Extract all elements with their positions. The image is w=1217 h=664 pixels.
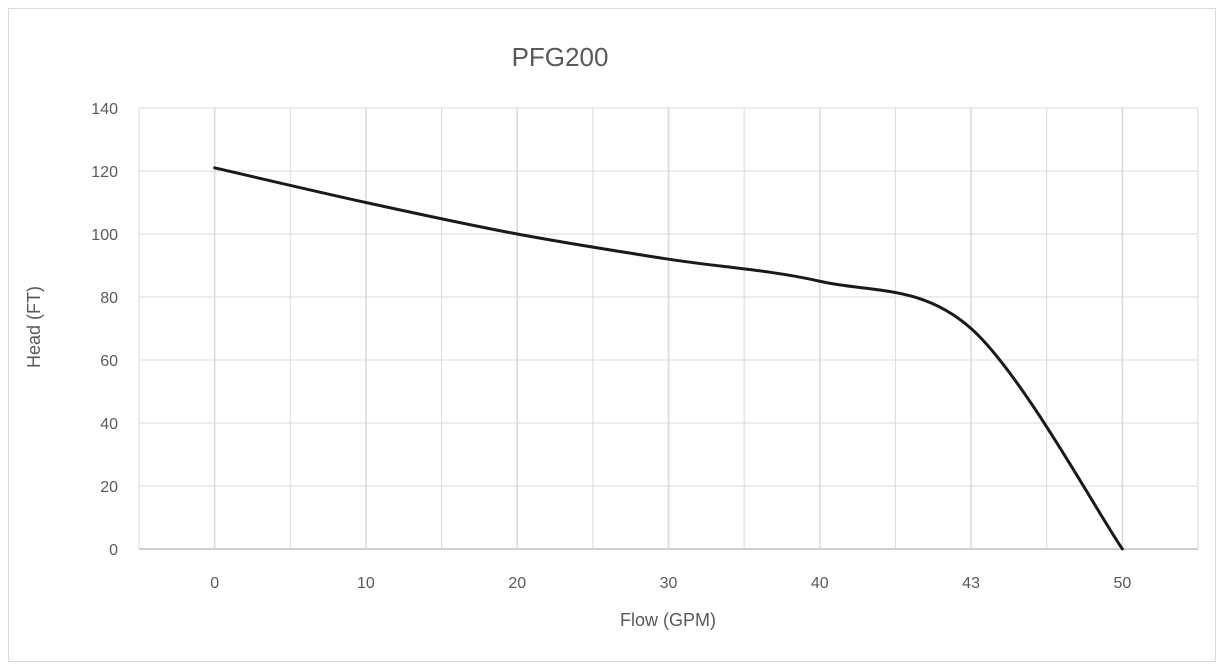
y-tick-label: 40	[100, 416, 118, 433]
x-tick-label: 50	[1113, 575, 1131, 592]
y-tick-label: 20	[100, 479, 118, 496]
y-axis-label: Head (FT)	[24, 286, 44, 368]
chart-frame	[8, 8, 1216, 662]
x-axis-label: Flow (GPM)	[620, 610, 716, 630]
y-tick-label: 140	[91, 101, 118, 118]
y-tick-label: 120	[91, 164, 118, 181]
x-tick-label: 0	[210, 575, 219, 592]
x-tick-label: 10	[357, 575, 375, 592]
x-tick-label: 40	[811, 575, 829, 592]
x-tick-label: 30	[660, 575, 678, 592]
series-line-head	[213, 166, 1124, 551]
y-tick-label: 0	[109, 542, 118, 559]
grid	[138, 107, 1199, 550]
y-tick-label: 80	[100, 290, 118, 307]
chart-title: PFG200	[512, 42, 609, 72]
y-tick-labels: 0 20 40 60 80 100 120 140	[91, 101, 118, 559]
y-tick-label: 100	[91, 227, 118, 244]
y-tick-label: 60	[100, 353, 118, 370]
x-tick-labels: 0 10 20 30 40 43 50	[210, 575, 1131, 592]
x-tick-label: 43	[962, 575, 980, 592]
x-tick-label: 20	[508, 575, 526, 592]
